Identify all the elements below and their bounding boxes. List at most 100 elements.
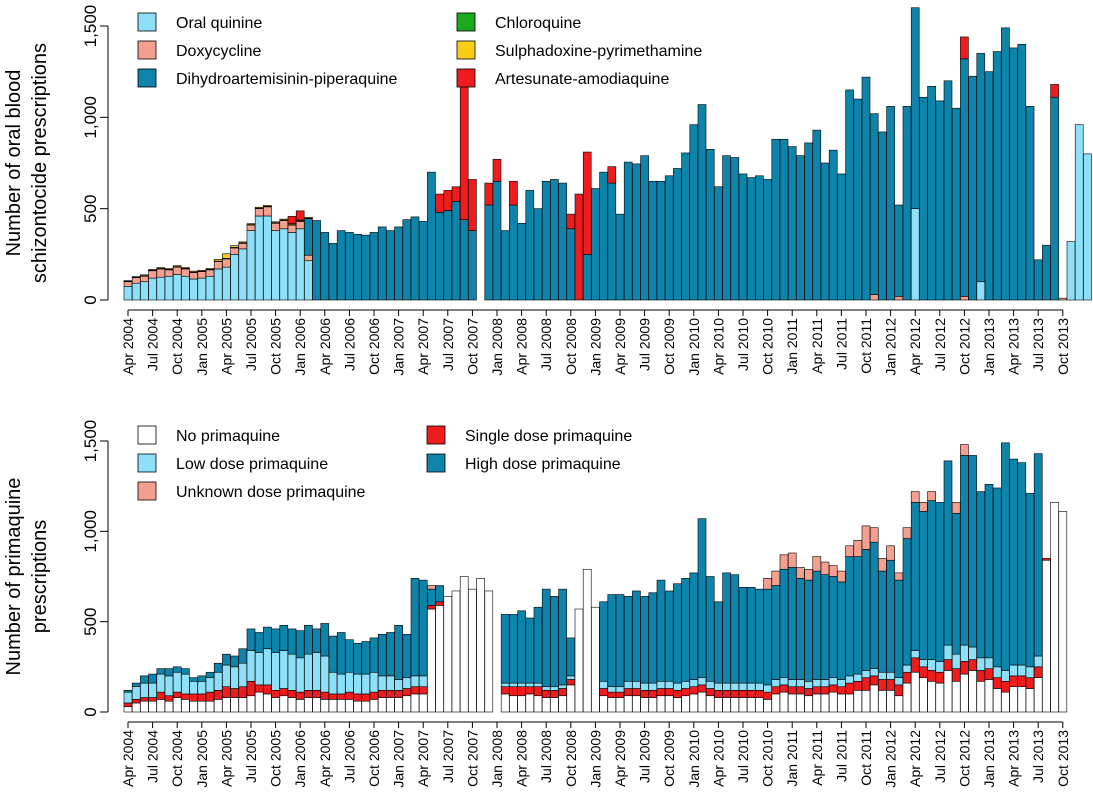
bar-segment	[361, 700, 371, 713]
bar-segment	[156, 268, 166, 278]
bar-segment	[648, 690, 658, 698]
bar-segment	[295, 657, 305, 693]
bar-segment	[377, 634, 387, 677]
bar-segment	[230, 697, 239, 713]
bar-segment	[427, 171, 436, 301]
bar-segment	[435, 212, 444, 301]
bar-segment	[673, 168, 682, 301]
bar-segment	[902, 682, 912, 713]
bar-segment	[312, 220, 321, 301]
bar-segment	[910, 502, 920, 651]
bar-segment	[1042, 559, 1051, 713]
bar-segment	[123, 285, 133, 301]
y-tick-label: 0	[81, 707, 100, 716]
bar-segment	[960, 644, 969, 662]
x-tick-label: Jan 2013	[981, 730, 997, 788]
bar-segment	[320, 655, 330, 693]
bar-segment	[271, 697, 280, 713]
bar-segment	[943, 670, 953, 713]
bar-segment	[820, 574, 830, 680]
bar-segment	[689, 693, 699, 713]
bar-segment	[869, 668, 879, 677]
y-axis-label: Number of oral blood	[3, 70, 25, 257]
bar-segment	[509, 204, 518, 301]
bar-segment	[189, 272, 198, 280]
bar-segment	[246, 224, 256, 231]
x-tick-label: Oct 2009	[661, 318, 677, 375]
bar-segment	[271, 652, 280, 691]
bar-segment	[320, 623, 330, 657]
bar-segment	[517, 682, 526, 688]
bar-segment	[263, 215, 272, 301]
bar-segment	[1009, 458, 1018, 666]
bar-segment	[779, 568, 789, 678]
x-tick-label: Oct 2005	[268, 318, 284, 375]
bar-segment	[189, 700, 198, 713]
bar-segment	[435, 605, 444, 713]
bar-segment	[156, 276, 166, 301]
bar-segment	[656, 688, 666, 697]
bar-segment	[804, 680, 813, 689]
x-tick-label: Jan 2011	[784, 730, 800, 787]
x-tick-label: Apr 2013	[1006, 318, 1022, 375]
bar-segment	[861, 525, 871, 550]
bar-segment	[353, 643, 362, 675]
bar-segment	[599, 601, 608, 682]
bar-segment	[886, 671, 895, 680]
bar-segment	[853, 673, 863, 682]
bar-segment	[828, 691, 838, 713]
bar-segment	[140, 281, 149, 301]
bar-segment	[328, 635, 338, 673]
legend-swatch	[426, 453, 446, 473]
bar-segment	[353, 700, 362, 713]
bar-segment	[828, 149, 838, 301]
bar-segment	[369, 637, 379, 673]
bar-segment	[804, 695, 813, 713]
bar-segment	[304, 624, 313, 655]
bar-segment	[894, 695, 904, 713]
bar-segment	[1001, 442, 1010, 671]
bar-segment	[550, 690, 559, 698]
bar-segment	[377, 675, 387, 691]
bar-segment	[640, 690, 649, 698]
bar-segment	[869, 684, 879, 713]
bar-segment	[746, 690, 756, 698]
bar-segment	[1009, 686, 1018, 713]
legend-swatch	[137, 40, 157, 60]
x-tick-label: Apr 2004	[120, 730, 136, 787]
bar-segment	[837, 679, 846, 688]
x-tick-label: Oct 2004	[169, 730, 185, 787]
legend-label: Chloroquine	[495, 15, 581, 32]
bar-segment	[566, 228, 576, 301]
bar-segment	[623, 680, 633, 689]
bar-segment	[304, 690, 313, 698]
y-tick-label: 500	[81, 607, 100, 635]
bar-segment	[632, 695, 641, 713]
bar-segment	[755, 175, 764, 301]
bar-segment	[345, 232, 354, 301]
bar-segment	[714, 601, 723, 684]
bar-segment	[418, 675, 428, 688]
bar-segment	[886, 679, 895, 691]
x-tick-label: Apr 2008	[514, 318, 530, 375]
bar-segment	[927, 85, 936, 301]
bar-segment	[550, 596, 559, 687]
bar-segment	[451, 590, 461, 713]
bar-segment	[230, 245, 239, 248]
bar-segment	[353, 233, 362, 301]
bar-segment	[148, 682, 157, 698]
bar-segment	[951, 107, 961, 301]
x-tick-label: Jan 2008	[489, 318, 505, 376]
bar-segment	[140, 700, 149, 713]
bar-segment	[181, 268, 190, 277]
bar-segment	[763, 699, 772, 713]
bar-segment	[156, 691, 166, 700]
x-tick-label: Jan 2008	[489, 730, 505, 788]
bar-segment	[910, 657, 920, 673]
bar-segment	[919, 677, 928, 713]
bar-segment	[476, 578, 485, 713]
bar-segment	[369, 691, 379, 700]
y-tick-label: 1,000	[81, 510, 100, 553]
bar-segment	[238, 662, 248, 688]
